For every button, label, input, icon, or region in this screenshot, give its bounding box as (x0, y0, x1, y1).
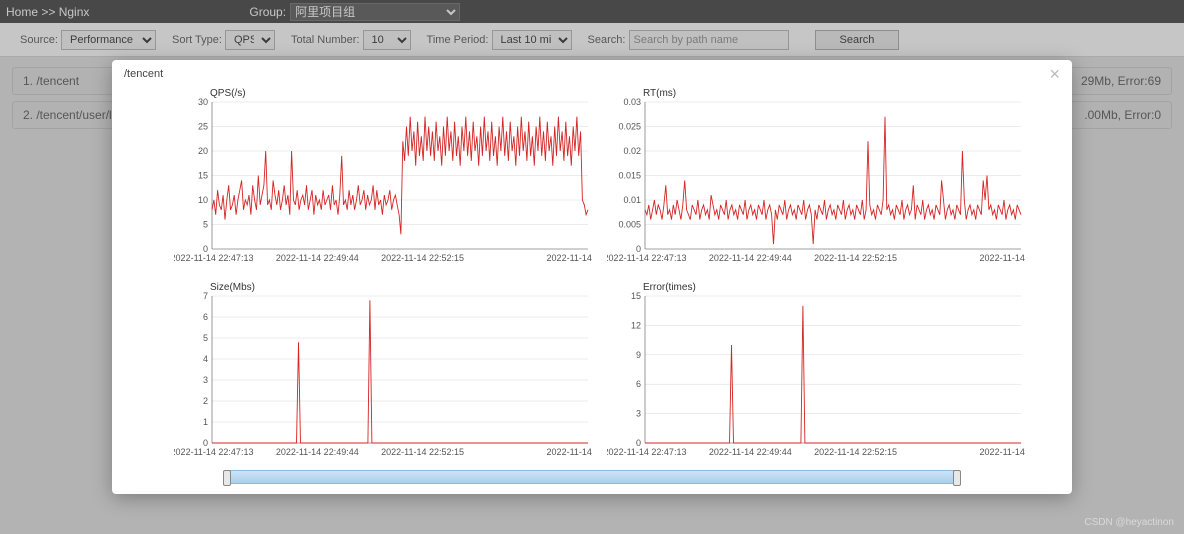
svg-text:12: 12 (631, 320, 641, 330)
chart-modal: /tencent × QPS(/s) 0510152025302022-11-1… (112, 60, 1072, 494)
svg-text:5: 5 (203, 333, 208, 343)
svg-text:0.03: 0.03 (623, 98, 641, 107)
svg-text:2022-11-14 22:57:21: 2022-11-14 22:57:21 (547, 447, 594, 457)
svg-text:2: 2 (203, 396, 208, 406)
watermark: CSDN @heyactinon (1084, 517, 1174, 528)
svg-text:2022-11-14 22:49:44: 2022-11-14 22:49:44 (709, 447, 792, 457)
time-range-slider[interactable] (224, 470, 960, 484)
search-button[interactable]: Search (815, 30, 900, 50)
range-handle-left[interactable] (223, 470, 231, 486)
error-chart: Error(times) 036912152022-11-14 22:47:13… (607, 278, 1010, 468)
result-path: 2. /tencent/user/lo (23, 108, 118, 122)
svg-text:3: 3 (203, 375, 208, 385)
result-stats: .00Mb, Error:0 (1084, 108, 1161, 122)
svg-text:5: 5 (203, 220, 208, 230)
search-input[interactable] (629, 30, 789, 50)
source-label: Source: (20, 34, 58, 46)
svg-text:2022-11-14 22:52:15: 2022-11-14 22:52:15 (381, 253, 464, 263)
svg-text:2022-11-14 22:57:21: 2022-11-14 22:57:21 (980, 253, 1027, 263)
result-stats: 29Mb, Error:69 (1081, 74, 1161, 88)
result-path: 1. /tencent (23, 74, 79, 88)
svg-text:3: 3 (636, 409, 641, 419)
svg-text:0.015: 0.015 (618, 171, 641, 181)
svg-text:0.01: 0.01 (623, 195, 641, 205)
filter-bar: Source: Performance Test Sort Type: QPS … (0, 23, 1184, 57)
svg-text:2022-11-14 22:49:44: 2022-11-14 22:49:44 (709, 253, 792, 263)
total-label: Total Number: (291, 34, 359, 46)
svg-text:2022-11-14 22:57:21: 2022-11-14 22:57:21 (980, 447, 1027, 457)
rt-chart: RT(ms) 00.0050.010.0150.020.0250.032022-… (607, 84, 1010, 274)
svg-text:4: 4 (203, 354, 208, 364)
svg-text:1: 1 (203, 417, 208, 427)
source-select[interactable]: Performance Test (61, 30, 156, 50)
modal-title: /tencent (124, 68, 163, 80)
breadcrumb[interactable]: Home >> Nginx (6, 5, 89, 19)
svg-text:9: 9 (636, 350, 641, 360)
svg-text:10: 10 (198, 195, 208, 205)
svg-text:0.005: 0.005 (618, 220, 641, 230)
group-label: Group: (249, 5, 286, 19)
time-label: Time Period: (427, 34, 489, 46)
size-chart: Size(Mbs) 012345672022-11-14 22:47:13202… (174, 278, 577, 468)
svg-text:0.02: 0.02 (623, 146, 641, 156)
svg-text:15: 15 (631, 292, 641, 301)
svg-text:2022-11-14 22:52:15: 2022-11-14 22:52:15 (381, 447, 464, 457)
svg-text:7: 7 (203, 292, 208, 301)
svg-text:20: 20 (198, 146, 208, 156)
top-navbar: Home >> Nginx Group: 阿里项目组 (0, 0, 1184, 23)
total-select[interactable]: 10 (363, 30, 411, 50)
search-label: Search: (588, 34, 626, 46)
svg-text:6: 6 (203, 312, 208, 322)
svg-text:2022-11-14 22:47:13: 2022-11-14 22:47:13 (607, 447, 686, 457)
svg-text:2022-11-14 22:47:13: 2022-11-14 22:47:13 (174, 447, 253, 457)
range-handle-right[interactable] (953, 470, 961, 486)
svg-text:2022-11-14 22:49:44: 2022-11-14 22:49:44 (276, 447, 359, 457)
svg-text:2022-11-14 22:57:21: 2022-11-14 22:57:21 (547, 253, 594, 263)
svg-text:15: 15 (198, 171, 208, 181)
qps-chart: QPS(/s) 0510152025302022-11-14 22:47:132… (174, 84, 577, 274)
svg-text:6: 6 (636, 379, 641, 389)
close-icon[interactable]: × (1049, 68, 1060, 80)
svg-text:2022-11-14 22:52:15: 2022-11-14 22:52:15 (814, 447, 897, 457)
svg-text:2022-11-14 22:52:15: 2022-11-14 22:52:15 (814, 253, 897, 263)
svg-text:0.025: 0.025 (618, 122, 641, 132)
sort-select[interactable]: QPS (225, 30, 275, 50)
svg-text:2022-11-14 22:49:44: 2022-11-14 22:49:44 (276, 253, 359, 263)
group-select[interactable]: 阿里项目组 (290, 3, 460, 21)
svg-text:2022-11-14 22:47:13: 2022-11-14 22:47:13 (174, 253, 253, 263)
time-select[interactable]: Last 10 min (492, 30, 572, 50)
svg-text:25: 25 (198, 122, 208, 132)
svg-text:30: 30 (198, 98, 208, 107)
svg-text:2022-11-14 22:47:13: 2022-11-14 22:47:13 (607, 253, 686, 263)
sort-label: Sort Type: (172, 34, 222, 46)
